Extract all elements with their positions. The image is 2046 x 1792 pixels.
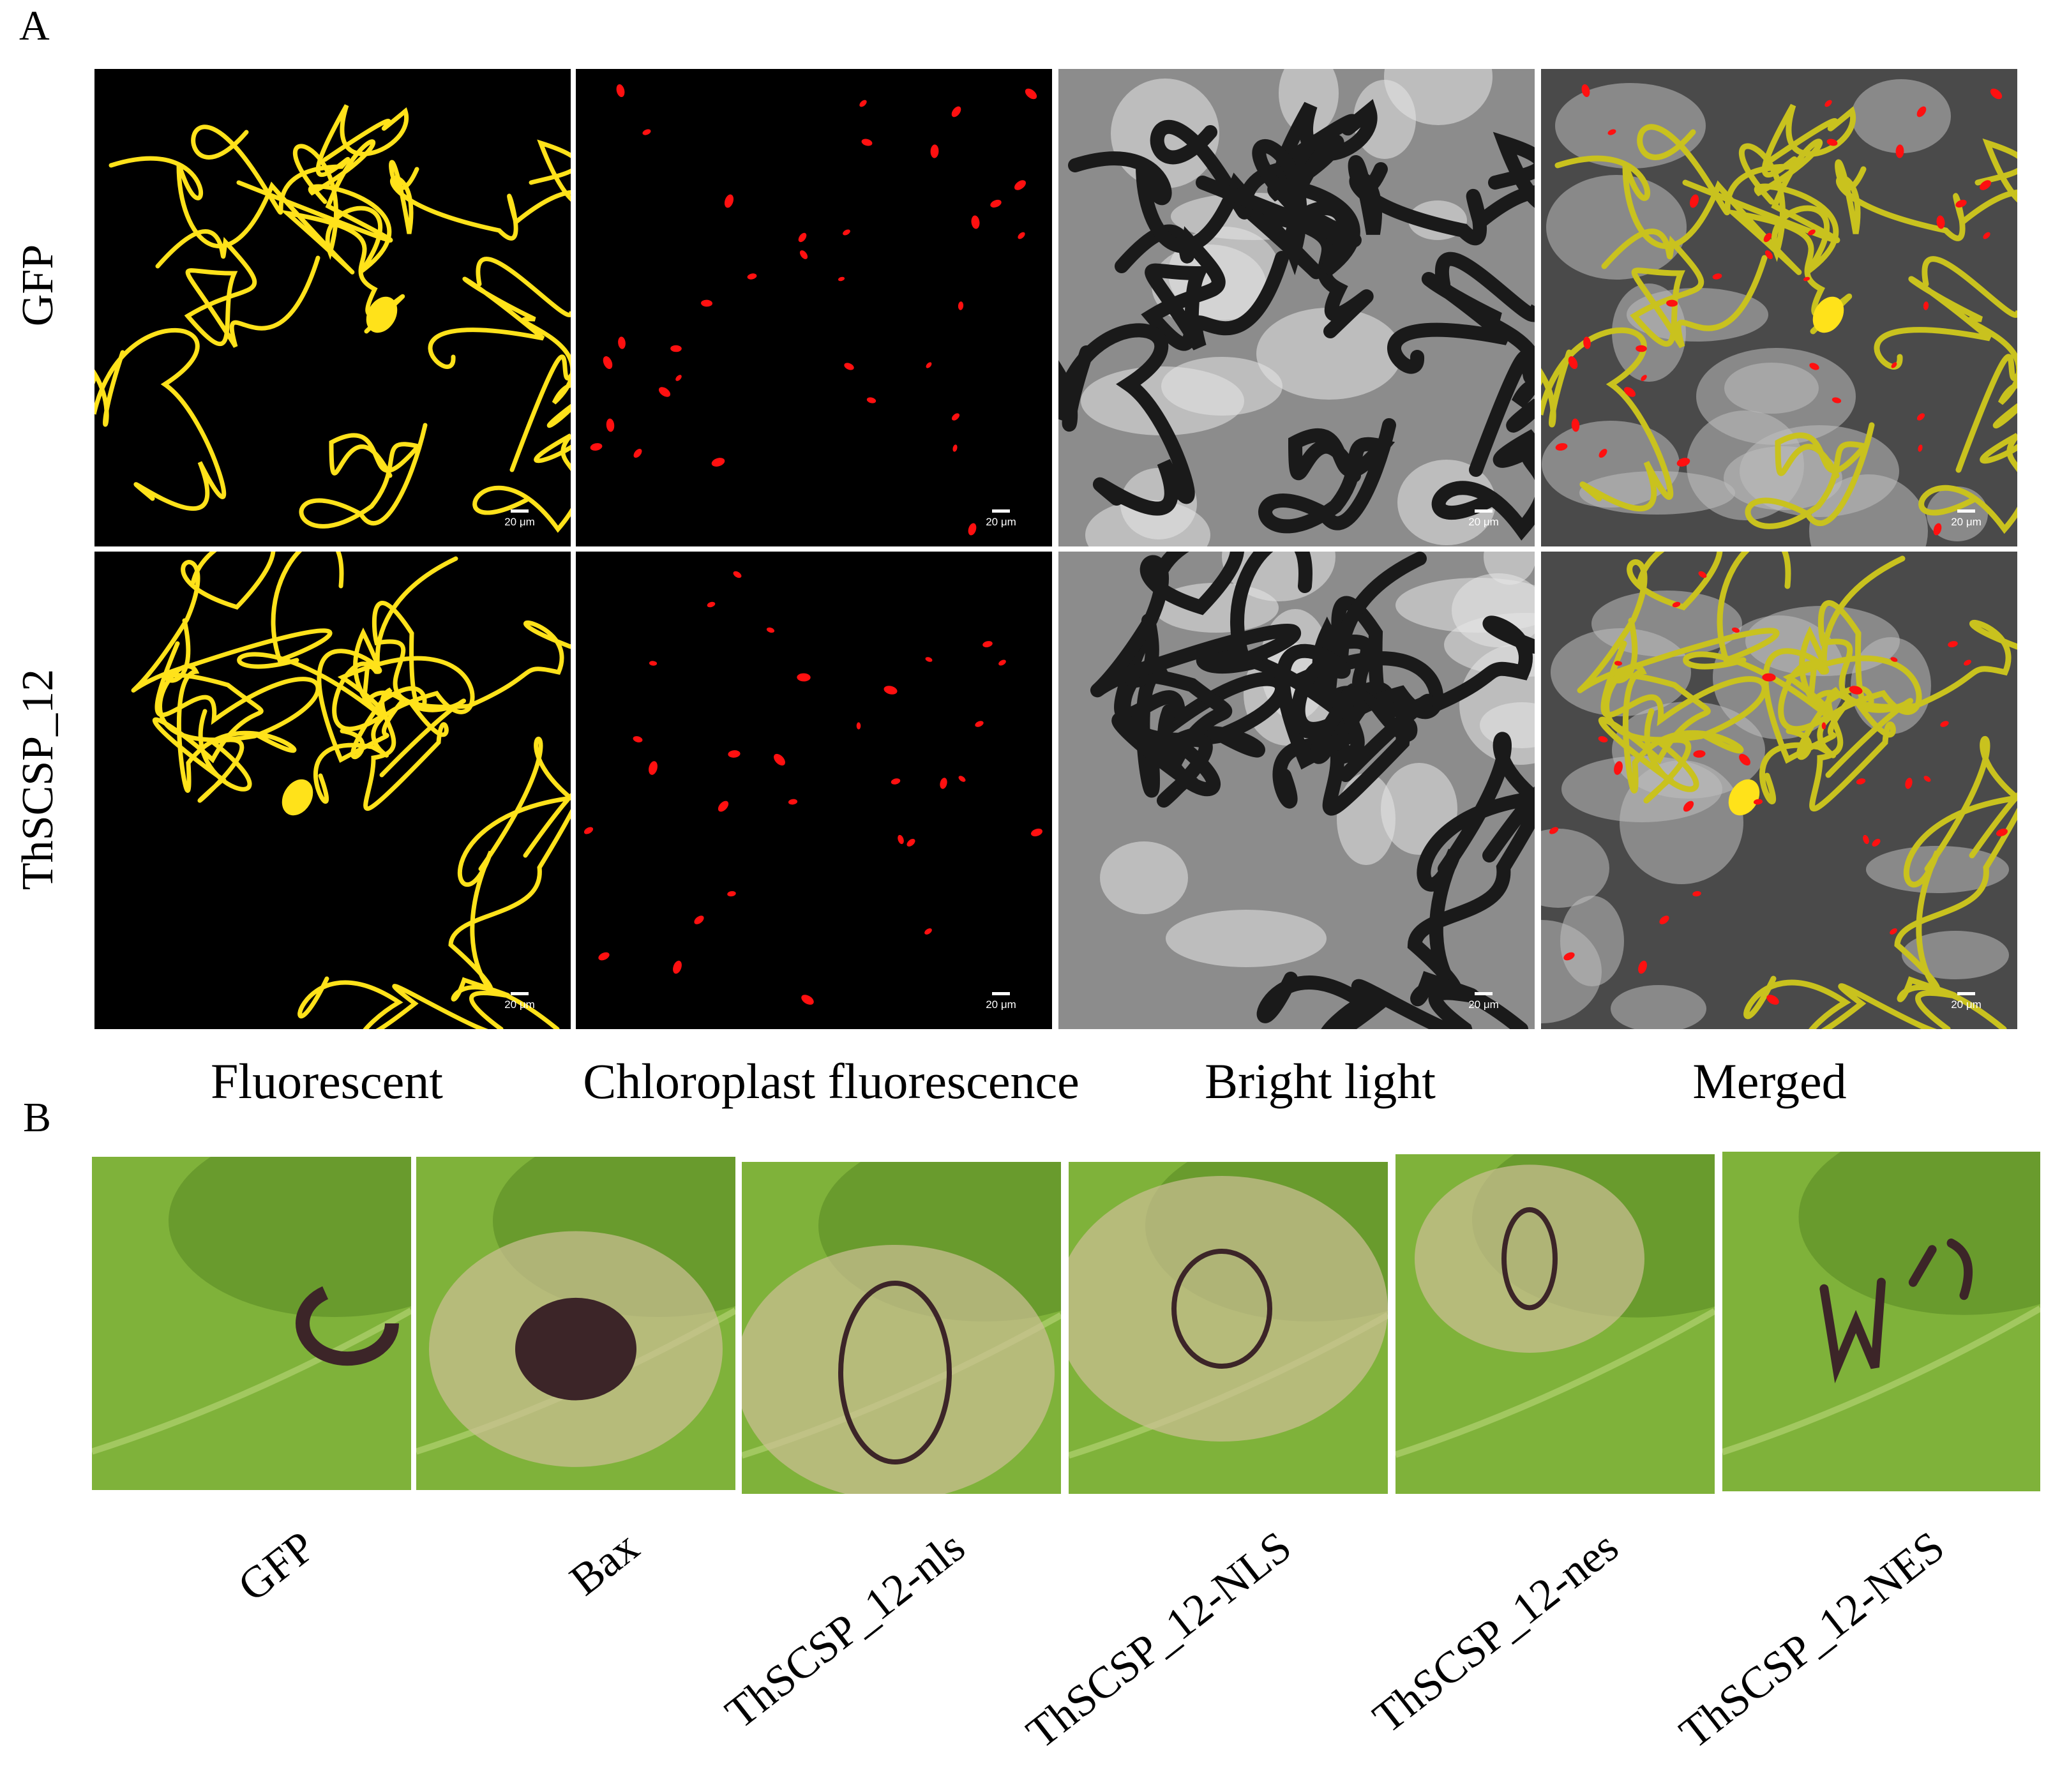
micrograph-thscsp12-merged: 20 μm (1541, 552, 2017, 1029)
scale-bar-line (511, 992, 529, 995)
scale-bar-label: 20 μm (986, 516, 1016, 528)
micrograph-thscsp12-fluorescent: 20 μm (94, 552, 571, 1029)
scale-bar: 20 μm (1941, 992, 1992, 1010)
col-label-fluorescent: Fluorescent (211, 1053, 443, 1109)
scale-bar: 20 μm (494, 509, 545, 527)
scale-bar: 20 μm (1458, 992, 1509, 1010)
scale-bar-label: 20 μm (504, 516, 535, 528)
scale-bar-label: 20 μm (504, 998, 535, 1011)
col-label-chloroplast: Chloroplast fluorescence (583, 1053, 1079, 1109)
scale-bar: 20 μm (975, 992, 1027, 1010)
scale-bar-label: 20 μm (986, 998, 1016, 1011)
leaf-label-6: ThSCSP_12-NES (1671, 1522, 1954, 1758)
micrograph-gfp-fluorescent: 20 μm (94, 69, 571, 546)
scale-bar-line (1957, 992, 1975, 995)
leaf-label-2: Bax (561, 1522, 649, 1606)
leaf-label-5: ThSCSP_12-nes (1364, 1522, 1628, 1743)
micrograph-gfp-chloroplast: 20 μm (576, 69, 1052, 546)
leaf-photo-3 (742, 1162, 1061, 1494)
micrograph-gfp-bright-light: 20 μm (1058, 69, 1535, 546)
leaf-photo-4 (1069, 1162, 1388, 1494)
panel-a-letter: A (19, 3, 50, 49)
scale-bar: 20 μm (1458, 509, 1509, 527)
leaf-label-4: ThSCSP_12-NLS (1018, 1522, 1301, 1758)
leaf-photo-1 (92, 1157, 411, 1490)
leaf-photo-2 (416, 1157, 735, 1490)
leaf-photo-5 (1395, 1154, 1715, 1494)
scale-bar: 20 μm (975, 509, 1027, 527)
col-label-bright-light: Bright light (1205, 1053, 1436, 1109)
scale-bar: 20 μm (1941, 509, 1992, 527)
leaf-label-1: GFP (229, 1522, 324, 1612)
micrograph-thscsp12-bright-light: 20 μm (1058, 552, 1535, 1029)
scale-bar-line (1957, 509, 1975, 513)
micrograph-thscsp12-chloroplast: 20 μm (576, 552, 1052, 1029)
panel-b-letter: B (23, 1094, 52, 1141)
row-label-gfp: GFP (13, 244, 63, 327)
scale-bar-label: 20 μm (1468, 998, 1499, 1011)
row-label-thscsp12: ThSCSP_12 (13, 668, 63, 891)
scale-bar-line (1475, 509, 1493, 513)
scale-bar-line (992, 509, 1010, 513)
scale-bar-line (992, 992, 1010, 995)
scale-bar: 20 μm (494, 992, 545, 1010)
leaf-label-3: ThSCSP_12-nls (716, 1522, 974, 1738)
scale-bar-line (511, 509, 529, 513)
scale-bar-label: 20 μm (1951, 998, 1982, 1011)
scale-bar-label: 20 μm (1468, 516, 1499, 528)
scale-bar-label: 20 μm (1951, 516, 1982, 528)
scale-bar-line (1475, 992, 1493, 995)
micrograph-gfp-merged: 20 μm (1541, 69, 2017, 546)
col-label-merged: Merged (1692, 1053, 1847, 1109)
leaf-photo-6 (1722, 1152, 2040, 1491)
